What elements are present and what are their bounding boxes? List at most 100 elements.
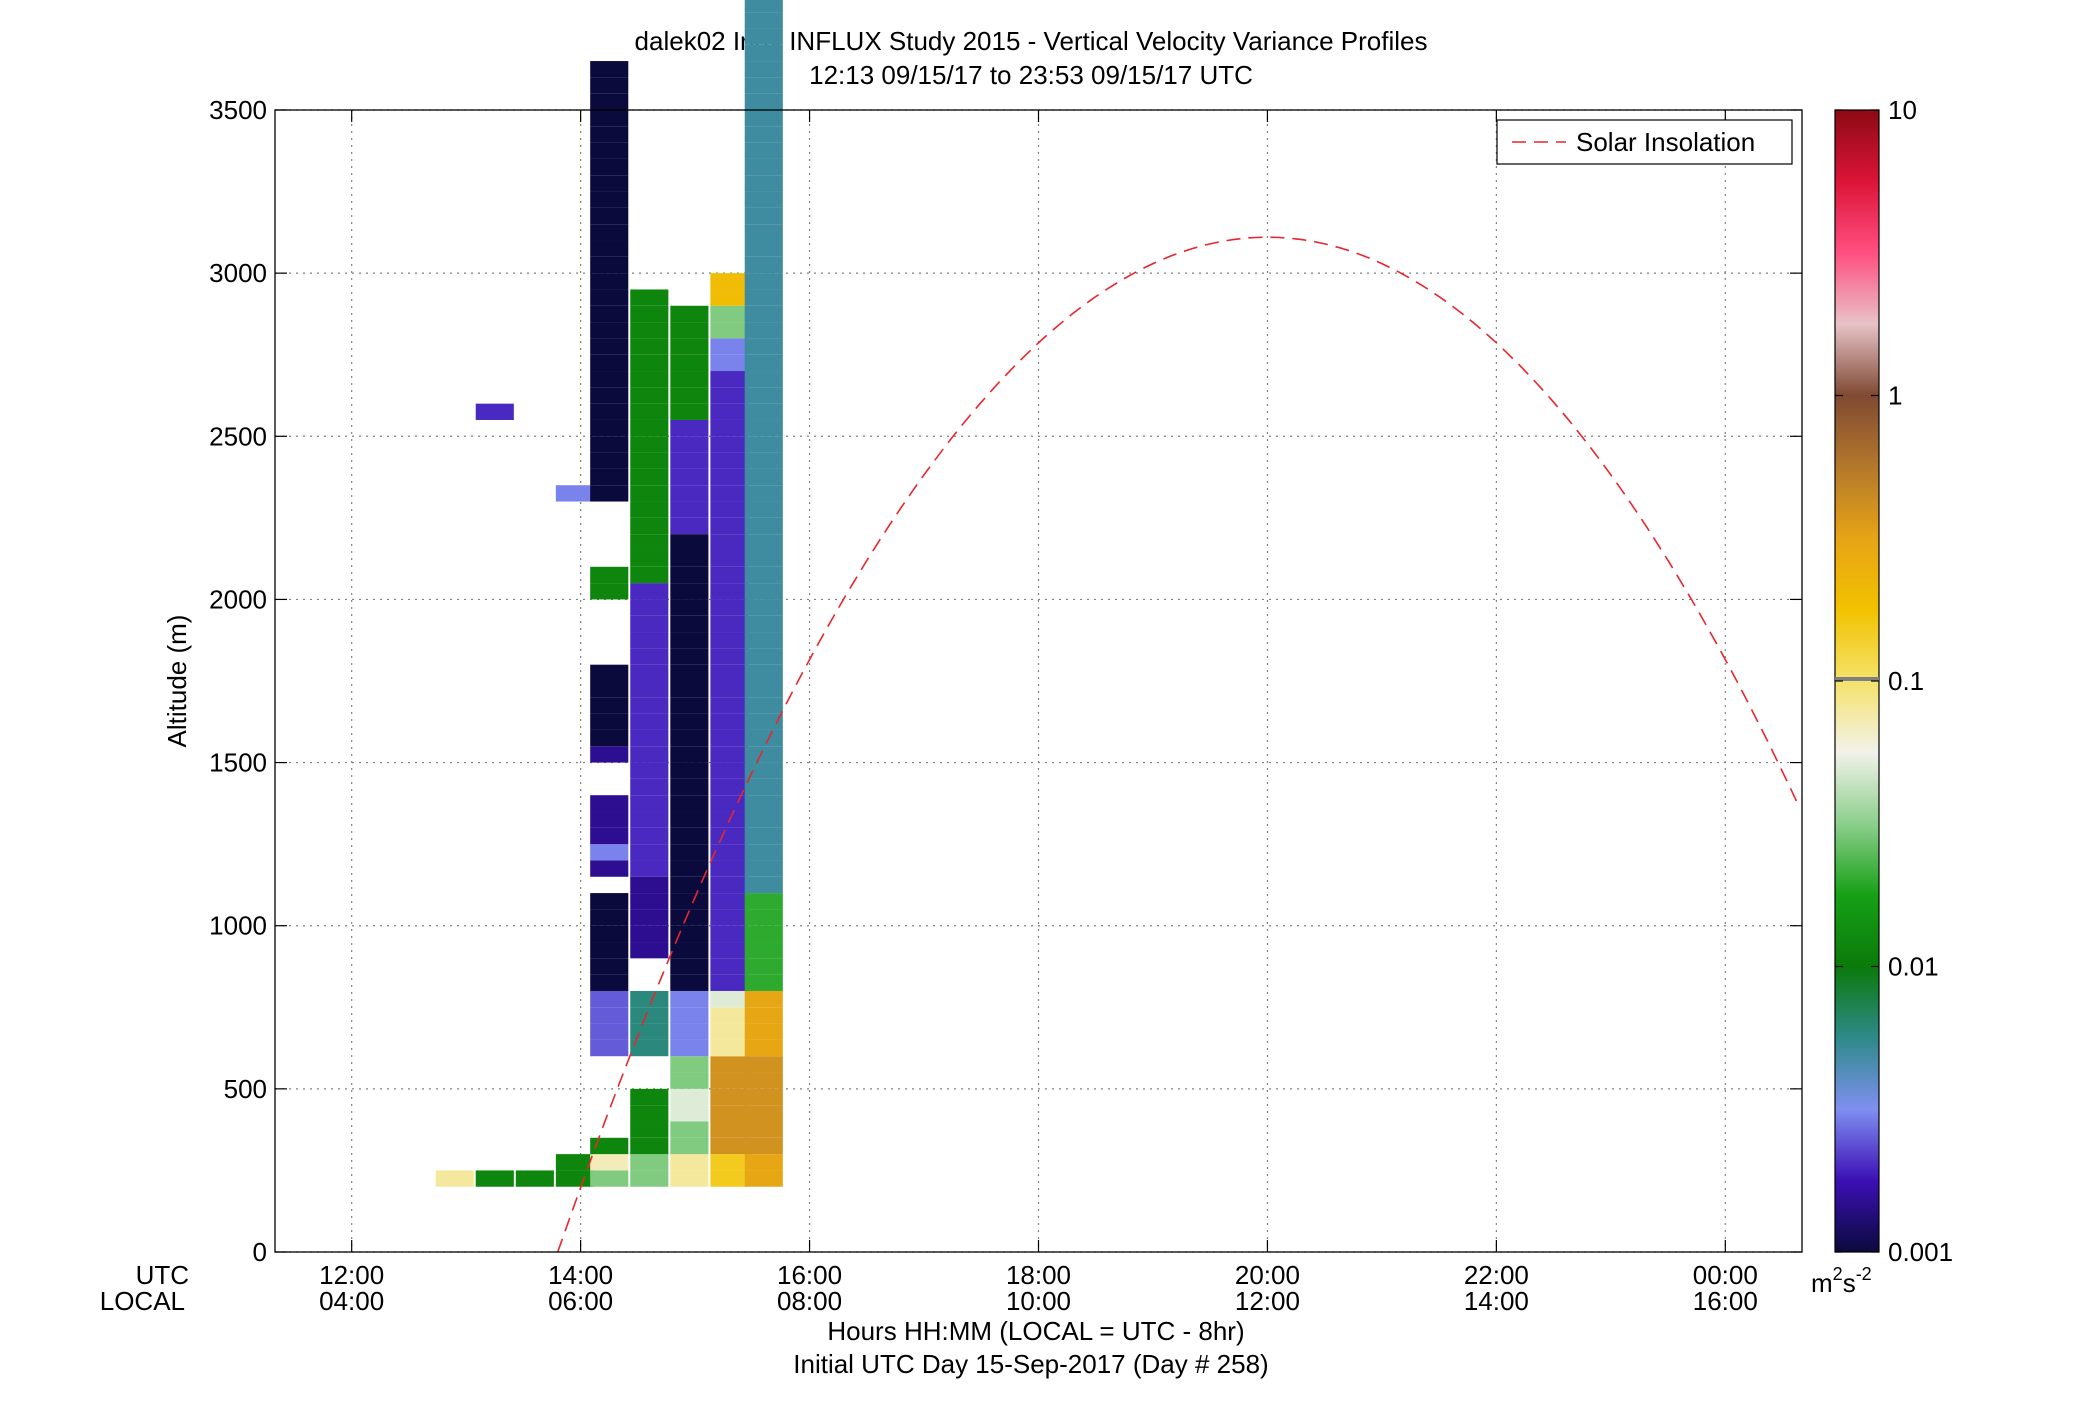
- variance-cell: [710, 305, 749, 323]
- variance-cell: [710, 1121, 749, 1138]
- variance-cell: [630, 1121, 669, 1138]
- variance-cell: [630, 1137, 669, 1155]
- variance-cell: [670, 1039, 709, 1057]
- variance-cell: [590, 746, 629, 763]
- variance-cell: [670, 1023, 709, 1040]
- variance-cell: [744, 158, 783, 176]
- variance-cell: [670, 990, 709, 1008]
- variance-cell: [590, 583, 629, 600]
- variance-cell: [744, 664, 783, 681]
- variance-cell: [630, 468, 669, 486]
- variance-cell: [710, 697, 749, 714]
- variance-cell: [590, 1170, 629, 1187]
- variance-cell: [630, 403, 669, 420]
- variance-cell: [630, 1007, 669, 1024]
- variance-cell: [744, 338, 783, 355]
- variance-cell: [710, 762, 749, 779]
- variance-cell: [744, 550, 783, 567]
- variance-cell: [590, 77, 629, 94]
- x-tick-label-utc: 18:00: [1006, 1260, 1071, 1290]
- variance-cell: [744, 12, 783, 29]
- variance-cell: [670, 632, 709, 649]
- variance-cell: [710, 387, 749, 404]
- variance-cell: [630, 648, 669, 665]
- variance-cell: [670, 811, 709, 828]
- variance-cell: [744, 599, 783, 616]
- variance-cell: [744, 468, 783, 486]
- x-axis-label: Hours HH:MM (LOCAL = UTC - 8hr): [827, 1316, 1244, 1346]
- variance-cell: [475, 1170, 514, 1187]
- variance-cell: [670, 648, 709, 665]
- variance-cell: [744, 827, 783, 845]
- variance-cell: [744, 811, 783, 828]
- variance-cell: [710, 942, 749, 959]
- variance-cell: [630, 599, 669, 616]
- variance-cell: [744, 44, 783, 62]
- variance-cell: [710, 1105, 749, 1122]
- variance-cell: [630, 1088, 669, 1106]
- variance-cell: [670, 338, 709, 355]
- colorbar-tick-label: 10: [1888, 95, 1917, 125]
- variance-cell: [670, 1170, 709, 1187]
- variance-cell: [744, 93, 783, 110]
- variance-cell: [710, 338, 749, 355]
- variance-cell: [744, 1121, 783, 1138]
- colorbar-unit-exp1: 2: [1833, 1264, 1843, 1284]
- variance-cell: [744, 1007, 783, 1024]
- variance-cell: [670, 1105, 709, 1122]
- variance-cell: [710, 550, 749, 567]
- variance-cell: [744, 305, 783, 323]
- variance-cell: [670, 583, 709, 600]
- variance-cell: [670, 876, 709, 894]
- variance-cell: [590, 191, 629, 208]
- variance-cell: [744, 778, 783, 796]
- variance-cell: [670, 615, 709, 633]
- variance-cell: [710, 1088, 749, 1106]
- variance-cell: [710, 925, 749, 943]
- colorbar-tick-label: 0.1: [1888, 666, 1924, 696]
- variance-cell: [630, 1170, 669, 1187]
- variance-cell: [710, 909, 749, 926]
- variance-cell: [710, 517, 749, 535]
- variance-cell: [670, 958, 709, 975]
- variance-cell: [744, 517, 783, 535]
- variance-cell: [744, 256, 783, 274]
- variance-cell: [630, 697, 669, 714]
- colorbar-tick-label: 1: [1888, 381, 1902, 411]
- variance-cell: [710, 681, 749, 698]
- variance-cell: [630, 501, 669, 518]
- x-tick-label-local: 12:00: [1235, 1286, 1300, 1316]
- variance-cell: [670, 354, 709, 372]
- variance-cell: [670, 436, 709, 453]
- variance-cell: [710, 289, 749, 306]
- variance-cell: [630, 371, 669, 388]
- variance-cell: [670, 778, 709, 796]
- variance-cell: [744, 762, 783, 779]
- colorbar-ticks: 0.001 0.01 0.1 1 10: [1835, 95, 1953, 1267]
- variance-cell: [630, 990, 669, 1008]
- x-tick-label-utc: 16:00: [777, 1260, 842, 1290]
- variance-cell: [744, 958, 783, 975]
- variance-cell: [590, 126, 629, 143]
- variance-cell: [670, 452, 709, 469]
- variance-cell: [710, 876, 749, 894]
- variance-cell: [670, 860, 709, 877]
- variance-cell: [744, 1170, 783, 1187]
- variance-cell: [670, 942, 709, 959]
- variance-cell: [590, 419, 629, 437]
- variance-cell: [744, 0, 783, 13]
- variance-cell: [590, 158, 629, 176]
- variance-cell: [590, 827, 629, 845]
- variance-cell: [555, 485, 594, 502]
- variance-cell: [744, 436, 783, 453]
- variance-cell: [710, 827, 749, 845]
- colorbar-unit-s: s: [1843, 1268, 1856, 1298]
- variance-cell: [710, 403, 749, 420]
- variance-cell: [744, 1023, 783, 1040]
- variance-cell: [630, 615, 669, 633]
- variance-cell: [744, 77, 783, 94]
- variance-cell: [710, 893, 749, 910]
- variance-cell: [710, 485, 749, 502]
- variance-cell: [710, 990, 749, 1008]
